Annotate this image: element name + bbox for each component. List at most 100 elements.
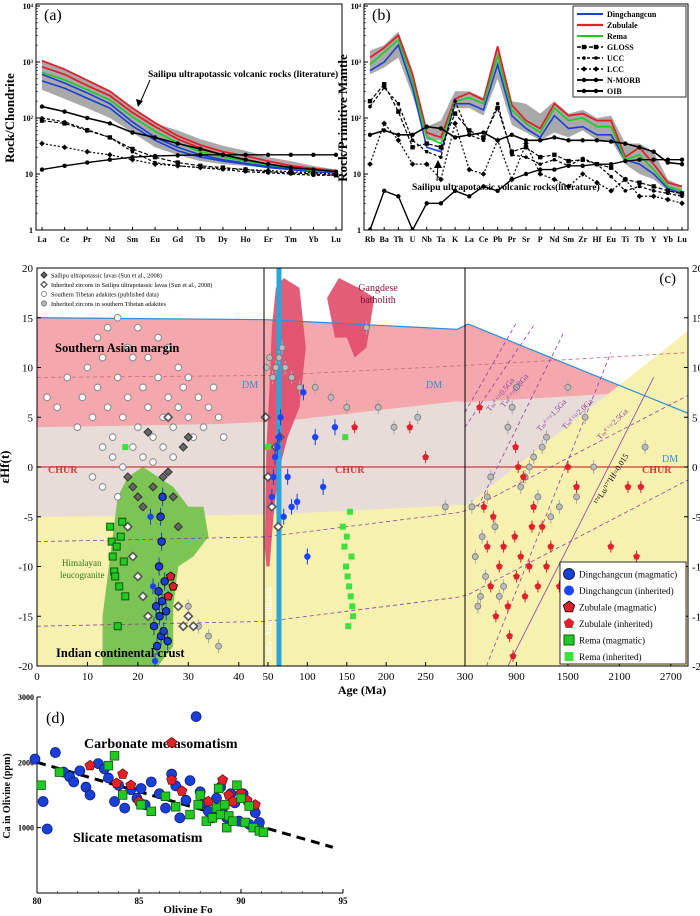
y-tick-label-left: -5 bbox=[24, 512, 34, 524]
zubulale-inherited-point bbox=[476, 403, 484, 411]
inherited-adakite-point bbox=[269, 374, 277, 381]
series-marker bbox=[666, 191, 670, 196]
sailipu-lava-point bbox=[163, 467, 173, 477]
inherited-adakite-point bbox=[184, 602, 192, 610]
inherited-adakite-point bbox=[215, 642, 223, 650]
series-marker bbox=[452, 111, 458, 116]
x-tick-label: Lu bbox=[677, 235, 687, 244]
sailipu-inherited-point bbox=[188, 621, 199, 632]
x-tick-label: Nd bbox=[549, 235, 560, 244]
zubulale-inherited-point bbox=[528, 523, 536, 530]
series-marker bbox=[197, 164, 204, 171]
inherited-adakite-point bbox=[513, 383, 520, 391]
series-marker bbox=[108, 135, 112, 140]
zubulale-inherited-point bbox=[517, 552, 525, 560]
series-marker bbox=[524, 155, 528, 159]
dingchangcun-inherited-point bbox=[149, 583, 157, 590]
rema-point bbox=[222, 822, 232, 833]
series-marker bbox=[175, 141, 180, 146]
rema-point bbox=[240, 817, 250, 828]
rema-inherited-point bbox=[341, 543, 348, 550]
sailipu-inherited-point bbox=[183, 611, 194, 622]
rema-point bbox=[36, 780, 46, 790]
dingchangcun-magmatic-point bbox=[157, 597, 167, 606]
rema-inherited-point bbox=[346, 583, 353, 590]
series-marker bbox=[438, 126, 444, 131]
zubulale-inherited-point bbox=[525, 562, 533, 570]
inherited-adakite-point bbox=[538, 443, 546, 451]
series-marker bbox=[552, 157, 557, 162]
x-tick-label: Tm bbox=[285, 235, 297, 244]
series-marker bbox=[220, 165, 226, 172]
rema-point bbox=[219, 800, 230, 810]
zubulale-inherited-point bbox=[487, 582, 495, 590]
series-marker bbox=[424, 149, 429, 154]
panel-a-ylabel: Rock/Chondrite bbox=[2, 73, 17, 163]
y-tick-label: 2000 bbox=[18, 758, 34, 767]
dingchangcun-magmatic-point bbox=[154, 562, 164, 571]
series-marker bbox=[130, 146, 135, 152]
sailipu-inherited-point bbox=[178, 621, 189, 632]
series-line-lcc bbox=[41, 142, 337, 175]
rema-point bbox=[215, 809, 226, 820]
rema-magmatic-point bbox=[111, 572, 120, 581]
adakite-point bbox=[134, 423, 142, 432]
literature-legend-label: Southern Tibetan adakites (published dat… bbox=[51, 292, 159, 299]
adakite-point bbox=[108, 433, 117, 441]
x-tick-label: Zr bbox=[578, 235, 587, 244]
inherited-adakite-point bbox=[343, 403, 351, 411]
x-tick-label: Pr bbox=[83, 235, 92, 244]
series-marker bbox=[265, 161, 271, 167]
adakite-point bbox=[219, 433, 228, 441]
series-marker bbox=[130, 130, 135, 135]
series-marker bbox=[481, 138, 486, 143]
panel-c: -20-20-15-15-10-10-5-5005510101515202001… bbox=[0, 263, 700, 697]
y-tick-label-right: -10 bbox=[692, 562, 700, 574]
sailipu-lava-point bbox=[138, 502, 148, 512]
dingchangcun-magmatic-point bbox=[155, 612, 164, 621]
x-tick-label: 20 bbox=[132, 671, 144, 683]
series-marker bbox=[288, 165, 293, 170]
series-marker bbox=[265, 152, 271, 158]
series-marker bbox=[438, 176, 444, 183]
series-marker bbox=[509, 177, 515, 182]
zubulale-point bbox=[84, 759, 96, 771]
legend-marker bbox=[40, 271, 48, 279]
zubulale-inherited-point bbox=[500, 543, 508, 550]
series-marker bbox=[198, 146, 203, 152]
panel-b-ylabel: Rock/Primitive Mantle bbox=[335, 54, 350, 182]
dingchangcun-inherited-point bbox=[331, 424, 339, 431]
x-tick-label: 85 bbox=[135, 896, 145, 906]
sailipu-lava-point bbox=[158, 472, 168, 482]
rema-point bbox=[185, 809, 195, 820]
legend-label: N-MORB bbox=[607, 76, 641, 85]
series-line-oib bbox=[41, 105, 337, 173]
model-age-line bbox=[507, 377, 655, 666]
x-tick-label: Yb bbox=[308, 235, 319, 244]
series-line-gloss bbox=[41, 119, 337, 176]
series-marker bbox=[495, 105, 500, 111]
dingchangcun-point bbox=[41, 823, 53, 835]
y-tick-label: 10⁴ bbox=[23, 2, 34, 11]
series-line-ucc bbox=[369, 86, 683, 197]
inherited-adakite-point bbox=[272, 364, 280, 371]
model-age-line bbox=[477, 332, 564, 507]
y-tick-label: 1000 bbox=[18, 824, 34, 833]
rema-point bbox=[103, 760, 114, 771]
inherited-adakite-point bbox=[468, 503, 476, 511]
dingchangcun-magmatic-point bbox=[154, 587, 163, 596]
series-marker bbox=[495, 188, 500, 194]
series-marker bbox=[622, 176, 629, 183]
series-marker bbox=[453, 99, 457, 103]
dingchangcun-inherited-point bbox=[147, 513, 154, 520]
series-marker bbox=[311, 167, 316, 172]
dingchangcun-inherited-point bbox=[268, 493, 276, 501]
series-marker bbox=[152, 153, 158, 159]
series-marker bbox=[537, 171, 543, 177]
series-marker bbox=[333, 169, 339, 174]
x-tick-label: Nb bbox=[422, 235, 433, 244]
series-marker bbox=[679, 161, 685, 167]
series-marker bbox=[39, 140, 45, 147]
indian-continental-crust-field bbox=[37, 330, 688, 666]
inherited-adakite-point bbox=[487, 473, 495, 481]
